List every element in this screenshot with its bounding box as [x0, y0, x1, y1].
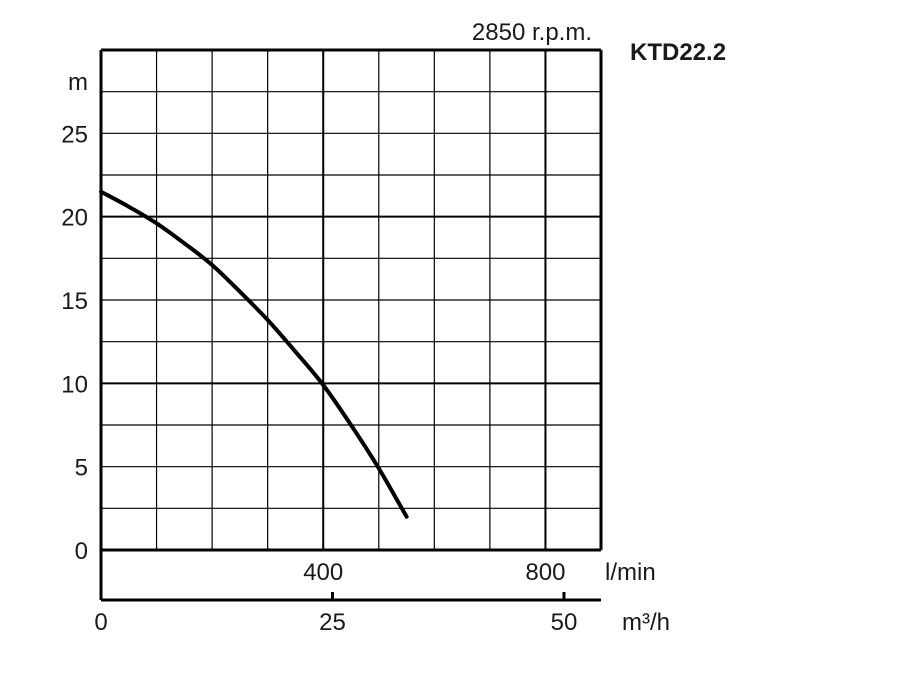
- x-tick-label-m3h: 50: [551, 609, 578, 636]
- x-tick-label-m3h: 25: [319, 609, 346, 636]
- x-tick-label-lmin: 400: [303, 559, 343, 586]
- x-axis-label-lmin: l/min: [605, 559, 656, 586]
- y-tick-label: 15: [61, 288, 88, 315]
- grid-minor: [101, 50, 601, 550]
- y-tick-label: 20: [61, 205, 88, 232]
- head-curve: [99, 189, 409, 519]
- plot-frame: [99, 48, 603, 602]
- grid-major: [101, 50, 601, 550]
- model-label: KTD22.2: [630, 39, 726, 66]
- y-tick-label: 0: [75, 538, 88, 565]
- y-tick-label: 5: [75, 455, 88, 482]
- x-tick-label-lmin: 800: [525, 559, 565, 586]
- x-tick-label-m3h: 0: [94, 609, 107, 636]
- y-tick-labels: 0 5 10 15 20 25: [61, 121, 88, 565]
- y-axis-label: m: [68, 69, 88, 96]
- x-axis-label-m3h: m³/h: [622, 609, 670, 636]
- chart-title: 2850 r.p.m.: [472, 19, 592, 46]
- y-tick-label: 25: [61, 121, 88, 148]
- x-tick-labels-lmin: 400 800: [303, 559, 565, 586]
- y-tick-label: 10: [61, 371, 88, 398]
- x-tick-labels-m3h: 0 25 50: [94, 592, 577, 636]
